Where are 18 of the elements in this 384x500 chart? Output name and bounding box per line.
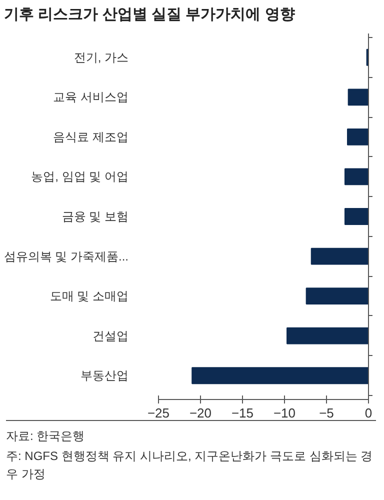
y-tick-label: 금융 및 보험 [62, 210, 129, 224]
y-tick-label: 부동산업 [80, 369, 128, 384]
x-tick-label: −25 [147, 406, 170, 421]
x-tick-label: 0 [364, 406, 372, 421]
y-tick-label: 도매 및 소매업 [50, 289, 129, 304]
x-tick-label: −20 [189, 406, 212, 421]
y-tick-label: 건설업 [92, 329, 128, 344]
y-tick-label: 교육 서비스업 [53, 90, 129, 105]
chart-title: 기후 리스크가 산업별 실질 부가가치에 영향 [4, 5, 295, 25]
x-tick-label: −10 [273, 406, 296, 421]
y-tick-label: 섬유의복 및 가죽제품... [4, 250, 128, 264]
x-tick-label: −15 [231, 406, 254, 421]
text: 주: NGFS 현행정책 유지 시나리오, 지구온난화가 극도로 심화되는 경우 가정 [6, 448, 374, 484]
y-tick-label: 농업, 임업 및 어업 [31, 170, 129, 184]
y-tick-label: 음식료 제조업 [53, 130, 129, 144]
y-tick-label: 전기, 가스 [74, 50, 129, 65]
x-tick-label: −5 [319, 406, 334, 421]
text: 자료: 한국은행 [6, 428, 86, 446]
